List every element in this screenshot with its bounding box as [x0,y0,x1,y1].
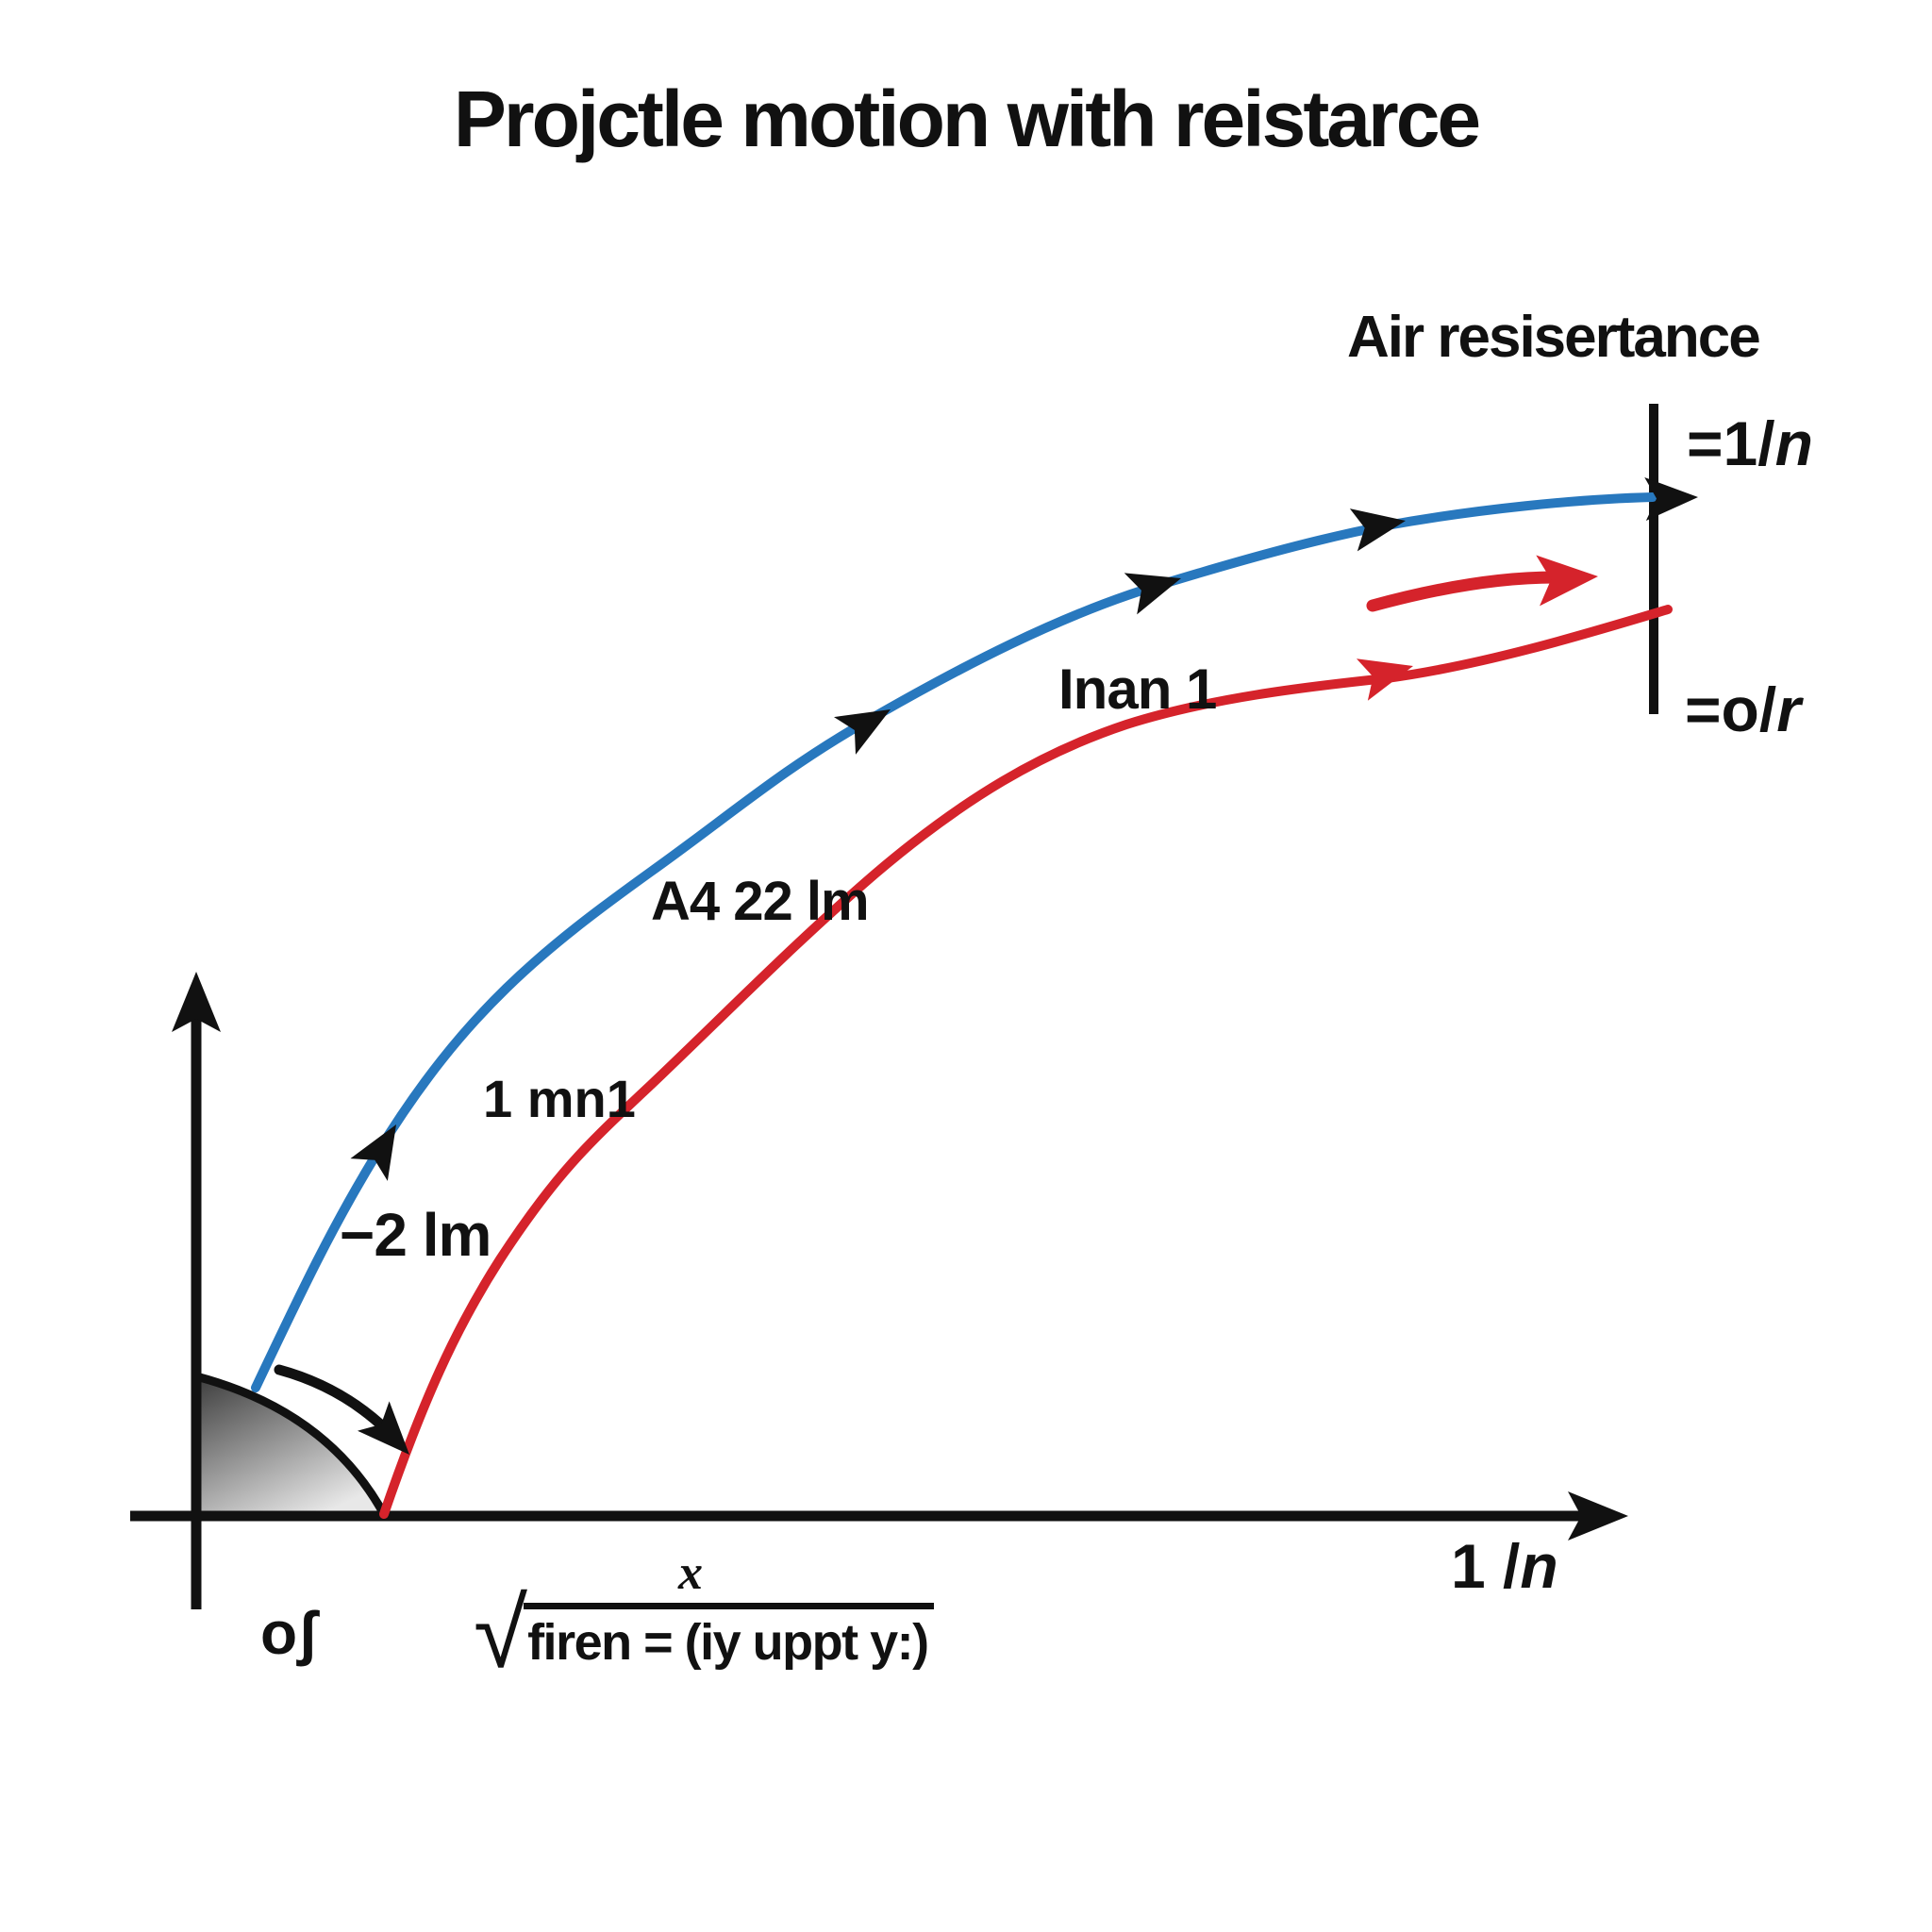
low-curve-label: −2 lm [340,1201,491,1269]
terminal-eq-top-prefix: =1/ [1687,408,1775,478]
x-axis-label: 1 /n [1451,1530,1558,1602]
diagram-title: Projctle motion with reistarce [453,75,1481,163]
radical-sign: √ [474,1579,528,1689]
blue-curve-arrow-icon [1124,573,1181,615]
x-axis-label-var: n [1520,1531,1558,1601]
terminal-eq-mid-var: r [1776,675,1801,744]
blue-curve-arrow-icon [1349,508,1406,552]
x-axis-label-prefix: 1 / [1451,1531,1521,1601]
launch-wedge [192,1371,392,1521]
blue-curve-end-arrow-icon [1644,476,1698,521]
launch-arrow-icon [357,1401,409,1455]
formula-radicand: firen = (iy uppt y:) [524,1603,934,1672]
terminal-eq-top-var: n [1774,408,1813,478]
y-axis-arrow-icon [172,972,221,1032]
red-velocity-arrow-icon [1536,555,1598,607]
terminal-eq-mid-label: =o/r [1685,674,1801,745]
red-curve-arrow-icon [1356,658,1413,701]
terminal-eq-top-label: =1/n [1687,408,1813,479]
upper-curve-label: Inan 1 [1058,658,1217,721]
launch-arrow-shaft [274,1364,392,1436]
red-velocity-arrow-shaft [1366,571,1561,612]
origin-label: oʃ [260,1599,318,1667]
blue-curve-arrow-icon [834,709,891,755]
formula-numerator: x [678,1546,703,1600]
lower-curve-label: 1 mn1 [483,1069,636,1128]
blue-curve-arrow-icon [350,1124,396,1181]
air-resistance-label: Air resisertance [1347,305,1761,370]
x-axis-arrow-icon [1568,1491,1628,1541]
red-trajectory-curve [379,605,1673,1519]
terminal-eq-mid-prefix: =o/ [1685,675,1777,744]
mid-curve-label: A4 22 lm [651,871,870,932]
